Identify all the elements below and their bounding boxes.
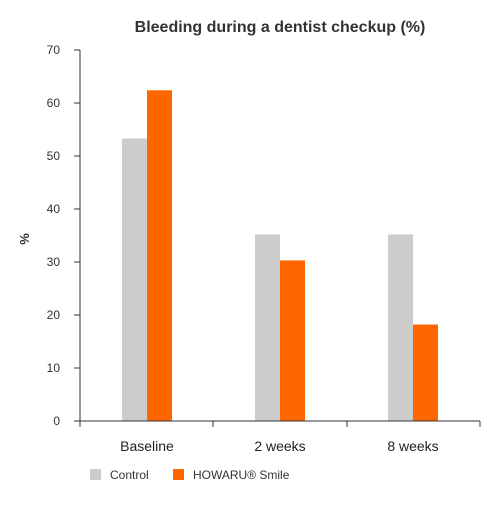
y-axis: 0 10 20 30 40 50 60 70 bbox=[47, 43, 80, 428]
legend: Control HOWARU® Smile bbox=[90, 468, 290, 482]
bar-howaru-baseline bbox=[147, 90, 172, 421]
x-axis: Baseline 2 weeks 8 weeks bbox=[79, 421, 481, 454]
bar-control-8-weeks bbox=[388, 234, 413, 421]
x-tick-label: 8 weeks bbox=[387, 438, 438, 454]
y-tick-label: 60 bbox=[47, 96, 61, 110]
bar-howaru-2-weeks bbox=[280, 260, 305, 421]
x-tick-label: Baseline bbox=[120, 438, 174, 454]
y-tick-label: 30 bbox=[47, 255, 61, 269]
bars-group bbox=[122, 90, 438, 421]
x-tick-label: 2 weeks bbox=[254, 438, 305, 454]
bar-control-baseline bbox=[122, 138, 147, 421]
y-tick-label: 10 bbox=[47, 361, 61, 375]
y-axis-label: % bbox=[17, 233, 32, 245]
axes bbox=[79, 50, 480, 422]
y-tick-label: 50 bbox=[47, 149, 61, 163]
legend-swatch-control bbox=[90, 469, 101, 480]
chart-title: Bleeding during a dentist checkup (%) bbox=[135, 19, 426, 36]
y-tick-label: 0 bbox=[53, 414, 60, 428]
y-tick-label: 40 bbox=[47, 202, 61, 216]
bar-control-2-weeks bbox=[255, 234, 280, 421]
legend-swatch-howaru bbox=[173, 469, 184, 480]
y-tick-label: 20 bbox=[47, 308, 61, 322]
legend-label-howaru: HOWARU® Smile bbox=[193, 468, 290, 482]
legend-label-control: Control bbox=[110, 468, 149, 482]
bar-howaru-8-weeks bbox=[413, 324, 438, 421]
y-tick-label: 70 bbox=[47, 43, 61, 57]
